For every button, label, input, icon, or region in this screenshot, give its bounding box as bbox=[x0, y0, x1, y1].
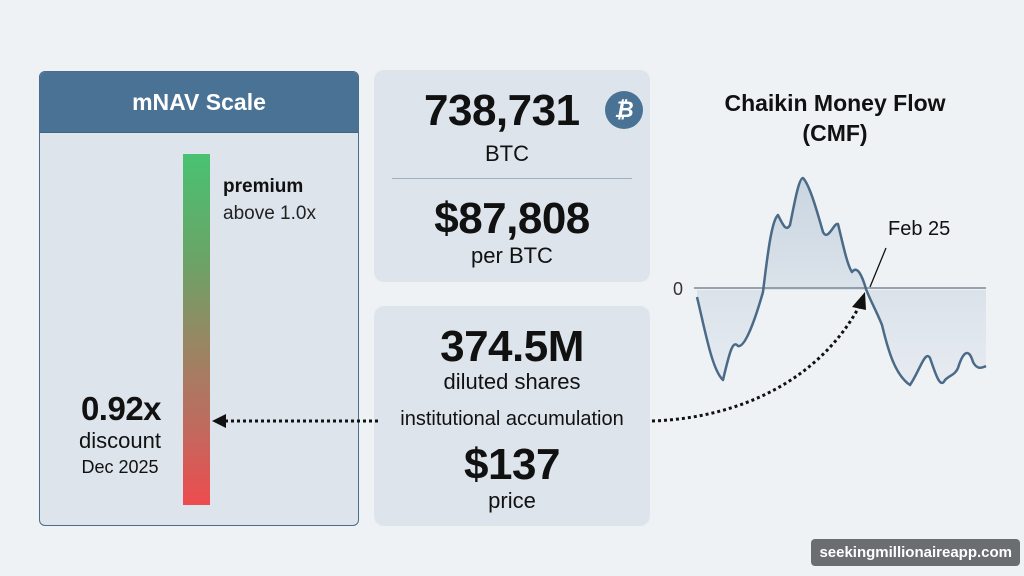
price-per-btc: $87,808 bbox=[434, 194, 590, 243]
annotation-leader-line bbox=[869, 247, 887, 288]
bitcoin-icon: ₿ bbox=[605, 91, 643, 129]
mnav-panel-title: mNAV Scale bbox=[40, 72, 358, 133]
current-mnav-value: 0.92x bbox=[80, 390, 162, 427]
diluted-shares-value: 374.5M bbox=[440, 322, 584, 371]
premium-threshold: above 1.0x bbox=[223, 203, 316, 224]
dotted-arrow-to-cmf bbox=[651, 304, 862, 423]
cmf-line bbox=[695, 176, 987, 387]
cmf-area-fill bbox=[697, 178, 986, 385]
arrowhead-up-icon bbox=[852, 292, 866, 310]
diluted-shares-label: diluted shares bbox=[443, 369, 581, 394]
card-divider bbox=[392, 178, 632, 179]
stock-price-label: price bbox=[488, 488, 536, 513]
cmf-annotation-label: Feb 25 bbox=[888, 218, 951, 240]
current-mnav-date: Dec 2025 bbox=[81, 457, 159, 477]
current-mnav-label: discount bbox=[79, 428, 161, 453]
cmf-chart-title: Chaikin Money Flow (CMF) bbox=[672, 88, 998, 148]
institutional-accumulation-label: institutional accumulation bbox=[380, 408, 644, 431]
cmf-title-line1: Chaikin Money Flow bbox=[724, 90, 946, 116]
btc-label: BTC bbox=[485, 141, 529, 166]
mnav-gradient-bar bbox=[183, 154, 210, 505]
cmf-zero-label: 0 bbox=[673, 279, 684, 299]
price-per-btc-label: per BTC bbox=[471, 243, 553, 268]
btc-holdings-card bbox=[374, 70, 650, 282]
stock-price-value: $137 bbox=[464, 440, 560, 489]
btc-count: 738,731 bbox=[424, 86, 580, 135]
watermark-link[interactable]: seekingmillionaireapp.com bbox=[811, 539, 1020, 566]
cmf-title-line2: (CMF) bbox=[802, 120, 868, 146]
premium-label: premium bbox=[223, 176, 304, 197]
